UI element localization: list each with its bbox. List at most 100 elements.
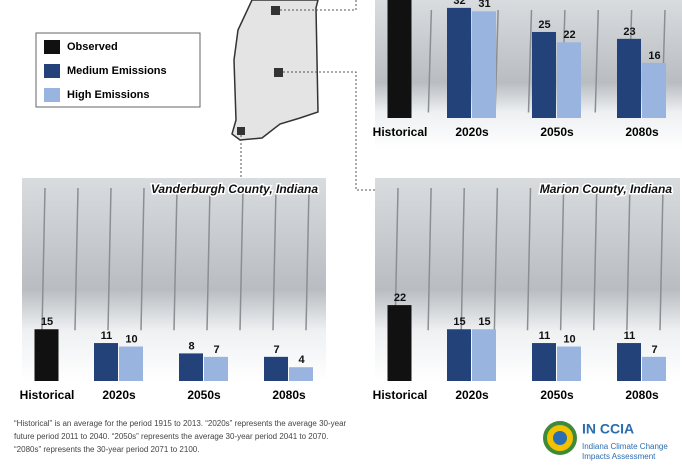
data-label: 23: [623, 26, 635, 38]
bar: [264, 356, 288, 381]
data-label: 7: [651, 344, 657, 356]
tree: [659, 187, 664, 331]
logo-subtitle: Impacts Assessment: [582, 452, 656, 461]
logo-icon: [553, 431, 567, 445]
tree: [626, 187, 631, 331]
x-tick-label: Historical: [373, 388, 428, 402]
x-tick-label: 2050s: [540, 125, 574, 139]
bar: [617, 343, 641, 381]
x-tick-label: 2080s: [625, 125, 659, 139]
chart: Marion County, Indiana Historical 22 2020s 1…: [373, 178, 680, 402]
data-label: 11: [624, 330, 636, 342]
legend-swatch: [44, 88, 60, 102]
data-label: 16: [648, 50, 660, 62]
chart: Vanderburgh County, Indiana Historical 15 2…: [20, 178, 326, 402]
legend: Observed Medium Emissions High Emissions: [44, 40, 167, 102]
tree: [593, 187, 598, 331]
x-tick-label: 2050s: [540, 388, 574, 402]
tree: [173, 187, 178, 331]
chart-title: Marion County, Indiana: [540, 182, 673, 196]
tree: [239, 187, 244, 331]
bar: [557, 42, 581, 118]
data-label: 7: [273, 344, 279, 356]
bar: [472, 11, 496, 118]
tree: [460, 187, 465, 331]
data-label: 10: [563, 333, 575, 345]
legend-label: Observed: [67, 41, 118, 53]
bar: [472, 329, 496, 381]
x-tick-label: Historical: [373, 125, 428, 139]
legend-swatch: [44, 64, 60, 78]
tree: [427, 187, 432, 331]
bars: [34, 329, 313, 381]
tree: [206, 187, 211, 331]
data-label: 22: [563, 29, 575, 41]
county-marker: [271, 6, 280, 15]
chart: Historical 2020s 32 31 2050s 25 22 2080s 23 16: [373, 0, 682, 150]
tree: [107, 187, 112, 331]
logo-subtitle: Indiana Climate Change: [582, 442, 668, 451]
tree: [527, 9, 533, 113]
photo-background: [22, 178, 326, 381]
data-label: 7: [213, 344, 219, 356]
bar: [94, 343, 118, 381]
bars: [387, 305, 666, 381]
logo-name: IN CCIA: [582, 421, 634, 437]
bar: [617, 38, 641, 118]
bar: [447, 7, 471, 118]
legend-label: Medium Emissions: [67, 65, 167, 77]
charts: Historical 2020s 32 31 2050s 25 22 2080s 23 16 Van…: [20, 0, 682, 402]
county-marker: [274, 68, 283, 77]
footnote-line: future period 2011 to 2040. “2050s” repr…: [14, 432, 328, 441]
tree: [427, 9, 433, 113]
chart-title: Vanderburgh County, Indiana: [151, 182, 318, 196]
x-tick-label: 2050s: [187, 388, 221, 402]
tree: [272, 187, 277, 331]
bars: [387, 0, 666, 118]
data-label: 8: [188, 340, 194, 352]
tree: [493, 187, 499, 331]
tree: [41, 187, 46, 331]
tree: [140, 187, 145, 331]
connector: [280, 0, 357, 11]
tree: [559, 187, 565, 331]
data-label: 32: [453, 0, 465, 7]
tree: [305, 187, 310, 331]
tree: [74, 187, 79, 331]
x-tick-label: 2020s: [455, 388, 489, 402]
legend-swatch: [44, 40, 60, 54]
x-tick-label: 2020s: [455, 125, 489, 139]
footnote-line: “Historical” is an average for the perio…: [14, 419, 347, 428]
connector: [283, 71, 375, 191]
bar: [34, 329, 59, 381]
x-tick-label: Historical: [20, 388, 75, 402]
tree: [594, 9, 599, 113]
bar: [447, 329, 471, 381]
footnote: “Historical” is an average for the perio…: [14, 419, 347, 454]
data-label: 15: [41, 316, 53, 328]
bar: [289, 367, 313, 381]
bar: [532, 31, 556, 118]
data-label: 22: [394, 292, 406, 304]
county-marker: [237, 127, 245, 135]
data-label: 10: [125, 333, 137, 345]
bar: [179, 353, 203, 381]
bar: [532, 343, 556, 381]
bar: [387, 305, 412, 381]
bar: [204, 356, 228, 381]
x-tick-label: 2080s: [625, 388, 659, 402]
footnote-line: “2080s” represents the 30-year period 20…: [14, 445, 199, 454]
bar: [119, 346, 143, 381]
data-label: 15: [453, 316, 465, 328]
data-label: 4: [298, 354, 305, 366]
legend-box: [35, 32, 201, 108]
bar: [387, 0, 412, 118]
x-tick-label: 2020s: [102, 388, 136, 402]
data-label: 25: [538, 19, 550, 31]
data-label: 31: [478, 0, 490, 10]
legend-label: High Emissions: [67, 89, 150, 101]
bar: [557, 346, 581, 381]
data-label: 15: [478, 316, 490, 328]
bar: [642, 356, 666, 381]
